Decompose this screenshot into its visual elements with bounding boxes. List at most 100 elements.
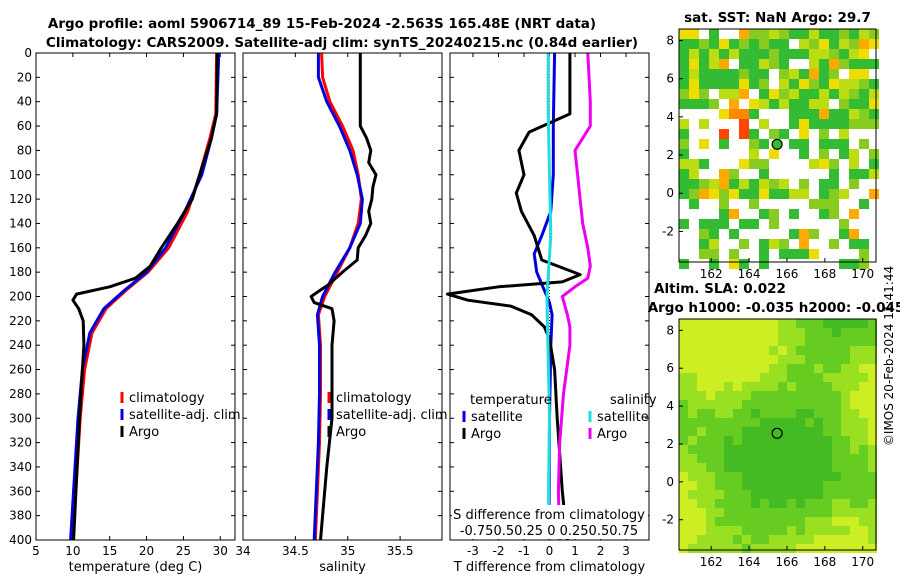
- sla-cell: [823, 364, 832, 373]
- sst-cell: [799, 229, 809, 239]
- sst-cell: [839, 149, 849, 159]
- sla-cell: [751, 481, 760, 490]
- x-axis-label: salinity: [319, 560, 366, 575]
- sst-cell: [839, 49, 849, 59]
- sst-cell: [829, 209, 839, 219]
- sla-cell: [787, 373, 796, 382]
- sla-cell: [841, 445, 850, 454]
- sla-cell: [769, 337, 778, 346]
- sla-cell: [715, 508, 724, 517]
- x-tick-label: 170: [851, 267, 874, 281]
- sla-cell: [787, 418, 796, 427]
- sla-cell: [742, 319, 751, 328]
- sst-cell: [839, 229, 849, 239]
- argo-location-marker: [771, 138, 783, 150]
- sst-cell: [799, 239, 809, 249]
- sla-cell: [688, 472, 697, 481]
- sla-cell: [679, 319, 688, 328]
- sla-cell: [859, 346, 868, 355]
- sst-cell: [699, 99, 709, 109]
- sst-cell: [819, 119, 829, 129]
- sla-cell: [688, 418, 697, 427]
- sla-cell: [778, 490, 787, 499]
- sla-cell: [778, 409, 787, 418]
- sla-cell: [733, 526, 742, 535]
- sla-cell: [841, 373, 850, 382]
- sla-cell: [805, 499, 814, 508]
- sla-cell: [706, 400, 715, 409]
- sla-cell: [850, 373, 859, 382]
- sla-cell: [751, 463, 760, 472]
- sla-cell: [697, 337, 706, 346]
- sla-cell: [751, 535, 760, 544]
- sla-cell: [778, 418, 787, 427]
- x-tick-label: 34.5: [282, 544, 309, 558]
- sla-cell: [787, 481, 796, 490]
- sla-cell: [688, 382, 697, 391]
- sst-cell: [749, 29, 759, 39]
- sla-cell: [868, 382, 877, 391]
- map-subtitle: Argo h1000: -0.035 h2000: -0.045: [648, 300, 900, 316]
- sla-cell: [787, 454, 796, 463]
- sst-cell: [839, 59, 849, 69]
- sst-cell: [819, 149, 829, 159]
- sla-cell: [679, 526, 688, 535]
- sst-cell: [679, 259, 689, 269]
- sst-cell: [739, 109, 749, 119]
- sla-cell: [706, 364, 715, 373]
- sst-cell: [679, 219, 689, 229]
- sla-cell: [814, 481, 823, 490]
- sst-cell: [749, 189, 759, 199]
- sla-cell: [868, 445, 877, 454]
- sla-cell: [823, 445, 832, 454]
- sst-cell: [829, 159, 839, 169]
- sla-cell: [751, 427, 760, 436]
- sla-cell: [841, 535, 850, 544]
- sst-cell: [799, 39, 809, 49]
- x-tick-label: 34: [235, 544, 250, 558]
- sla-cell: [751, 355, 760, 364]
- sst-cell: [709, 59, 719, 69]
- sst-cell: [829, 139, 839, 149]
- sla-cell: [715, 355, 724, 364]
- sst-cell: [869, 149, 879, 159]
- sst-cell: [749, 149, 759, 159]
- sla-cell: [706, 463, 715, 472]
- sla-cell: [787, 319, 796, 328]
- x-axis-label: temperature (deg C): [69, 560, 203, 575]
- secondary-axis-bg: [452, 505, 648, 539]
- sla-cell: [751, 400, 760, 409]
- sla-cell: [706, 436, 715, 445]
- sla-cell: [706, 490, 715, 499]
- sla-cell: [742, 508, 751, 517]
- sla-cell: [841, 472, 850, 481]
- sla-cell: [760, 508, 769, 517]
- sla-cell: [697, 355, 706, 364]
- sst-cell: [749, 59, 759, 69]
- sla-cell: [769, 409, 778, 418]
- sla-cell: [823, 328, 832, 337]
- legend-entry: Argo: [129, 425, 159, 440]
- sst-cell: [689, 169, 699, 179]
- sst-cell: [699, 179, 709, 189]
- sst-cell: [769, 179, 779, 189]
- sst-cell: [789, 29, 799, 39]
- sst-cell: [799, 139, 809, 149]
- sla-cell: [832, 544, 841, 553]
- legend-entry: Argo: [597, 427, 627, 442]
- sst-cell: [849, 179, 859, 189]
- sst-cell: [809, 29, 819, 39]
- sla-cell: [706, 454, 715, 463]
- sst-cell: [769, 29, 779, 39]
- sla-cell: [679, 472, 688, 481]
- sla-cell: [778, 544, 787, 553]
- legend-entry: satellite: [471, 410, 523, 425]
- sla-cell: [760, 337, 769, 346]
- sst-cell: [799, 249, 809, 259]
- sla-cell: [859, 535, 868, 544]
- sla-cell: [814, 436, 823, 445]
- sla-cell: [832, 490, 841, 499]
- sst-cell: [789, 229, 799, 239]
- sst-cell: [749, 109, 759, 119]
- sla-cell: [688, 517, 697, 526]
